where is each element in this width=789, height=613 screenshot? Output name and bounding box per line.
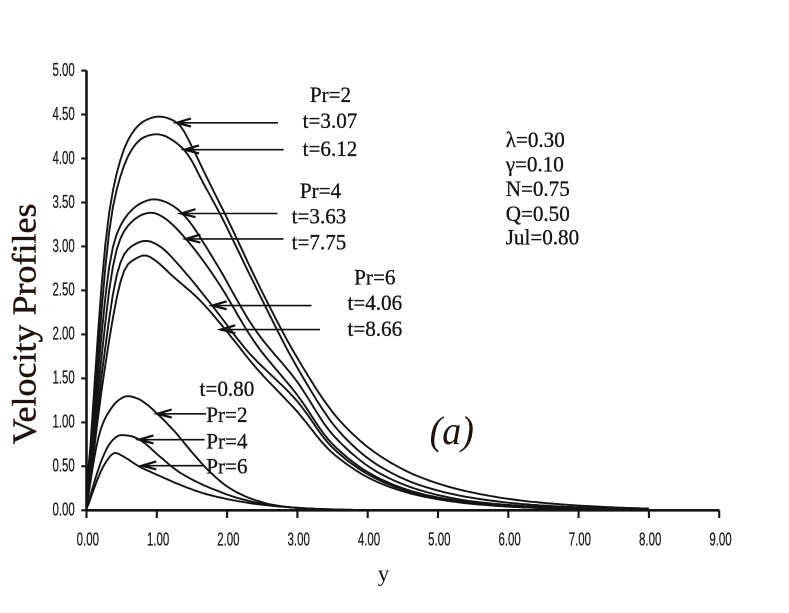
svg-text:9.00: 9.00 (709, 530, 731, 550)
svg-text:3.00: 3.00 (52, 236, 74, 256)
svg-text:2.00: 2.00 (52, 324, 74, 344)
svg-text:0.00: 0.00 (77, 530, 99, 550)
svg-text:λ=0.30: λ=0.30 (506, 128, 565, 152)
svg-text:(a): (a) (430, 409, 474, 453)
svg-text:t=6.12: t=6.12 (303, 137, 358, 161)
svg-text:Jul=0.80: Jul=0.80 (506, 225, 579, 249)
svg-text:Pr=4: Pr=4 (300, 179, 341, 203)
svg-text:1.50: 1.50 (52, 368, 74, 388)
svg-text:Pr=2: Pr=2 (310, 83, 351, 107)
svg-text:N=0.75: N=0.75 (506, 177, 570, 201)
svg-text:Pr=6: Pr=6 (206, 454, 247, 478)
svg-text:t=0.80: t=0.80 (200, 377, 255, 401)
svg-text:5.00: 5.00 (52, 60, 74, 80)
svg-text:7.00: 7.00 (569, 530, 591, 550)
svg-text:t=4.06: t=4.06 (347, 291, 402, 315)
svg-text:0.50: 0.50 (52, 456, 74, 476)
svg-text:Q=0.50: Q=0.50 (506, 202, 570, 226)
svg-text:2.50: 2.50 (52, 280, 74, 300)
svg-text:t=3.63: t=3.63 (292, 204, 347, 228)
svg-text:4.00: 4.00 (52, 148, 74, 168)
svg-text:Velocity Profiles: Velocity Profiles (5, 203, 43, 444)
svg-text:2.00: 2.00 (217, 530, 239, 550)
svg-text:8.00: 8.00 (639, 530, 661, 550)
svg-text:Pr=2: Pr=2 (206, 402, 247, 426)
svg-text:4.50: 4.50 (52, 104, 74, 124)
svg-text:1.00: 1.00 (147, 530, 169, 550)
svg-text:4.00: 4.00 (358, 530, 380, 550)
svg-text:t=7.75: t=7.75 (292, 230, 347, 254)
svg-text:5.00: 5.00 (428, 530, 450, 550)
svg-text:6.00: 6.00 (498, 530, 520, 550)
svg-text:3.50: 3.50 (52, 192, 74, 212)
svg-text:Pr=4: Pr=4 (206, 429, 247, 453)
svg-text:y: y (378, 561, 390, 586)
svg-text:t=3.07: t=3.07 (303, 109, 358, 133)
svg-text:t=8.66: t=8.66 (347, 316, 402, 340)
svg-text:1.00: 1.00 (52, 412, 74, 432)
svg-text:3.00: 3.00 (288, 530, 310, 550)
svg-text:γ=0.10: γ=0.10 (505, 152, 564, 176)
svg-text:0.00: 0.00 (52, 500, 74, 520)
svg-text:Pr=6: Pr=6 (354, 265, 395, 289)
